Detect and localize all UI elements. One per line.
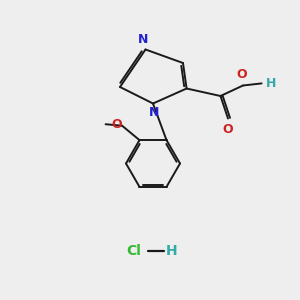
Text: H: H — [166, 244, 178, 258]
Text: N: N — [149, 106, 160, 119]
Text: Cl: Cl — [127, 244, 142, 258]
Text: N: N — [138, 33, 148, 46]
Text: O: O — [111, 118, 122, 131]
Text: O: O — [223, 123, 233, 136]
Text: O: O — [236, 68, 247, 81]
Text: H: H — [266, 77, 276, 90]
